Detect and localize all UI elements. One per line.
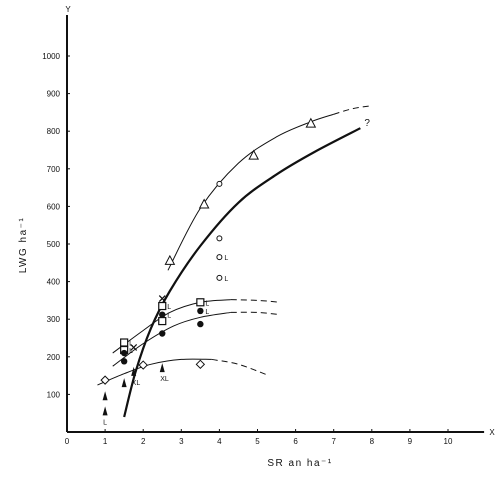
series-1-point — [216, 235, 223, 242]
y-axis-label: LWG ha⁻¹ — [18, 217, 29, 274]
point-label: L — [129, 341, 133, 348]
series-2-point — [158, 301, 167, 311]
curves — [97, 105, 372, 418]
y-tick-label: 500 — [47, 240, 61, 249]
series-6-point — [131, 366, 137, 376]
x-tick-label: 9 — [408, 437, 413, 446]
point-label: L — [224, 276, 228, 283]
x-tick-label: 2 — [141, 437, 146, 446]
x-tick-label: 0 — [65, 437, 70, 446]
y-axis-name: Y — [65, 5, 71, 14]
series-3-curve — [112, 311, 231, 367]
series-0-point — [248, 149, 260, 160]
series-1-point — [216, 254, 223, 261]
series-4-point — [100, 375, 110, 385]
series-6-point — [121, 378, 127, 388]
series-3-point — [159, 311, 166, 318]
y-tick-label: 800 — [47, 127, 61, 136]
point-label: L — [205, 300, 209, 307]
y-tick-label: 1000 — [42, 52, 60, 61]
series-4-point — [195, 359, 206, 370]
series-7-curve — [123, 127, 361, 418]
point-label: XL — [160, 376, 169, 383]
point-label: L — [167, 304, 171, 311]
y-tick-label: 300 — [47, 315, 61, 324]
y-tick-label: 900 — [47, 90, 61, 99]
series-2-curve-extension — [230, 299, 281, 303]
y-tick-label: 700 — [47, 165, 61, 174]
curve-question-label: ? — [364, 118, 370, 129]
series-3-point — [120, 349, 128, 357]
series-1-point — [216, 274, 223, 281]
point-label: L — [205, 309, 209, 316]
series-3-point — [197, 320, 204, 328]
markers — [100, 117, 317, 416]
series-4-point — [138, 360, 148, 370]
series-3-point — [197, 307, 204, 315]
series-0-curve-extension — [333, 105, 372, 115]
series-2-curve — [112, 299, 231, 354]
series-6-point — [102, 406, 108, 416]
series-2-point — [158, 316, 167, 326]
y-tick-label: 400 — [47, 278, 61, 287]
series-0-point — [164, 254, 176, 265]
series-6-point — [159, 363, 165, 373]
series-6-point — [102, 391, 108, 401]
series-3-curve-extension — [230, 311, 281, 316]
x-tick-label: 10 — [444, 437, 453, 446]
x-tick-label: 5 — [255, 437, 260, 446]
series-2-point — [196, 298, 205, 307]
series-2-point — [120, 338, 129, 347]
point-label: L — [103, 419, 107, 426]
series-0-point — [305, 117, 317, 128]
series-4-curve — [97, 358, 212, 386]
point-label: XL — [132, 380, 141, 387]
x-tick-label: 7 — [331, 437, 336, 446]
series-1-point — [216, 180, 223, 187]
series-5-point — [130, 343, 138, 351]
series-3-point — [159, 330, 166, 337]
series-4-curve-extension — [211, 358, 270, 377]
x-tick-label: 4 — [217, 437, 222, 446]
x-axis-name: X — [489, 428, 495, 437]
y-tick-label: 600 — [47, 202, 61, 211]
x-axis-label: SR an ha⁻¹ — [267, 458, 332, 469]
y-tick-label: 200 — [47, 353, 61, 362]
x-tick-label: 1 — [103, 437, 108, 446]
x-tick-label: 6 — [293, 437, 298, 446]
y-tick-label: 100 — [47, 390, 61, 399]
point-label: L — [129, 348, 133, 355]
x-tick-label: 3 — [179, 437, 184, 446]
axes: 0 1 2 3 4 5 6 7 8 9 10 100 200 300 400 500 600 700 800 900 1… — [18, 5, 495, 469]
point-label: L — [167, 313, 171, 320]
series-5-point — [158, 295, 166, 302]
x-tick-label: 8 — [370, 437, 375, 446]
series-3-point — [120, 358, 128, 365]
point-label: L — [224, 255, 228, 262]
series-0-point — [198, 198, 210, 209]
